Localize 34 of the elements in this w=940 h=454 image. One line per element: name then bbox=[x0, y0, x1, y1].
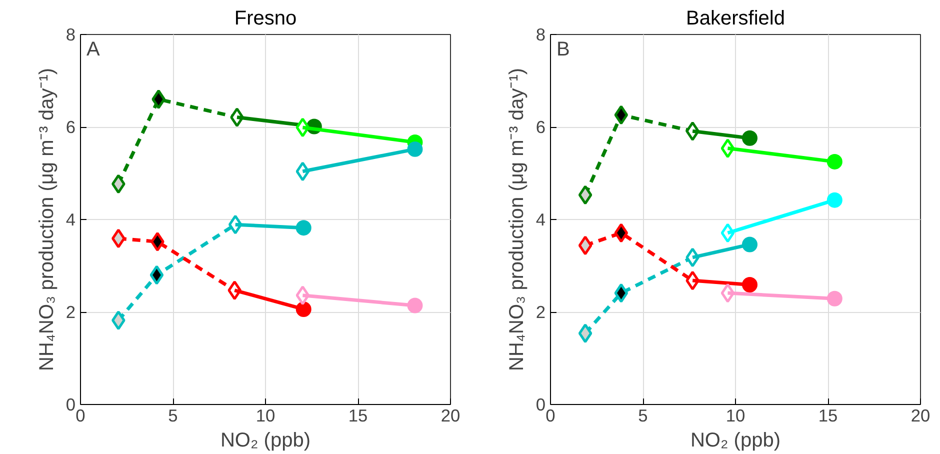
point bbox=[742, 130, 758, 146]
point bbox=[742, 236, 758, 252]
point bbox=[826, 192, 842, 208]
y-tick-label: 2 bbox=[536, 302, 546, 322]
y-tick-label: 6 bbox=[66, 117, 76, 137]
x-tick-label: 5 bbox=[638, 406, 648, 426]
y-tick-label: 4 bbox=[66, 210, 76, 230]
x-tick-label: 20 bbox=[910, 406, 930, 426]
point bbox=[407, 141, 423, 157]
y-tick-label: 6 bbox=[536, 117, 546, 137]
x-tick-label: 15 bbox=[818, 406, 838, 426]
annotation: B bbox=[556, 38, 570, 60]
x-tick-label: 15 bbox=[348, 406, 368, 426]
x-tick-label: 5 bbox=[168, 406, 178, 426]
chart-title: Bakersfield bbox=[686, 8, 785, 30]
x-axis-title: NO₂ (ppb) bbox=[220, 430, 311, 452]
point bbox=[407, 298, 423, 314]
point bbox=[826, 290, 842, 306]
y-axis-title: NH₄NO₃ production (μg m⁻³ day⁻¹) bbox=[36, 68, 58, 372]
y-tick-label: 4 bbox=[536, 210, 546, 230]
point bbox=[296, 220, 312, 236]
point bbox=[296, 301, 312, 317]
chart-title: Fresno bbox=[234, 8, 297, 30]
y-axis-title: NH₄NO₃ production (μg m⁻³ day⁻¹) bbox=[506, 68, 528, 372]
point bbox=[826, 154, 842, 170]
annotation: A bbox=[86, 38, 100, 60]
point bbox=[742, 276, 758, 292]
y-tick-label: 8 bbox=[66, 24, 76, 44]
x-tick-label: 10 bbox=[256, 406, 276, 426]
y-tick-label: 8 bbox=[536, 24, 546, 44]
x-tick-label: 20 bbox=[440, 406, 460, 426]
x-axis-title: NO₂ (ppb) bbox=[690, 430, 781, 452]
y-tick-label: 2 bbox=[66, 302, 76, 322]
x-tick-label: 10 bbox=[726, 406, 746, 426]
